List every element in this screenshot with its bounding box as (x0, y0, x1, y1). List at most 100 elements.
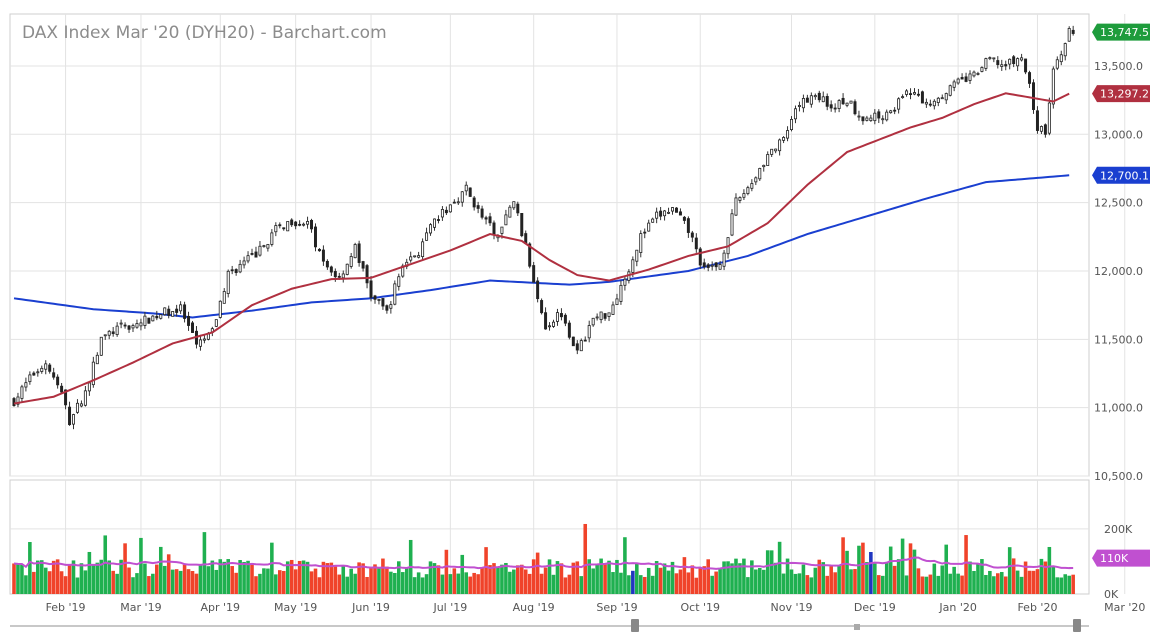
range-scroller[interactable] (10, 619, 1089, 632)
volume-bar (976, 563, 980, 594)
volume-bar (285, 561, 290, 594)
volume-bar (448, 574, 453, 594)
candle-body (369, 280, 373, 298)
volume-bar (1067, 575, 1071, 594)
volume-bar (170, 569, 175, 594)
volume-bar (504, 562, 508, 594)
volume-bar (595, 563, 599, 594)
volume-bar (551, 574, 556, 594)
candle-body (417, 255, 421, 258)
volume-bar (1007, 547, 1012, 594)
volume-bar (817, 559, 822, 594)
candle-body (595, 316, 599, 319)
candle-body (623, 278, 627, 286)
candle-body (452, 201, 456, 204)
candle-body (540, 300, 544, 314)
volume-bar (127, 567, 131, 594)
volume-bar (884, 562, 889, 594)
candle-body (389, 304, 393, 309)
volume-bar (353, 573, 357, 594)
time-tick-label: Apr '19 (200, 601, 240, 614)
volume-bar (389, 571, 393, 594)
candle-body (397, 276, 401, 287)
volume-bar (79, 563, 84, 594)
volume-bar (638, 575, 643, 594)
volume-bar (309, 571, 314, 594)
volume-bar (960, 575, 964, 594)
volume-bar (591, 568, 595, 594)
volume-bar (698, 568, 703, 594)
volume-bar (984, 574, 988, 594)
candle-body (115, 325, 119, 335)
candle-body (214, 319, 218, 327)
volume-bar (63, 576, 68, 594)
candle-body (254, 251, 258, 258)
volume-bar (666, 570, 671, 594)
scroller-right-handle[interactable] (1073, 619, 1081, 632)
volume-bar (36, 560, 40, 594)
time-tick-label: Aug '19 (513, 601, 555, 614)
candle-body (635, 249, 639, 262)
volume-bar (480, 566, 484, 594)
scroller-grip[interactable] (854, 624, 860, 630)
volume-bar (492, 563, 496, 594)
volume-bar (305, 561, 310, 594)
volume-bar (746, 577, 750, 594)
volume-bar (345, 576, 350, 594)
ma200-label: 12,700.1 (1100, 169, 1149, 182)
volume-bar (1015, 570, 1020, 594)
candle-body (782, 137, 786, 141)
volume-bar (51, 560, 56, 594)
last-price-tag: 13,747.5 (1092, 23, 1150, 41)
candle-body (385, 305, 389, 311)
candle-body (306, 221, 310, 225)
scroller-left-handle[interactable] (631, 619, 639, 632)
volume-bar (892, 565, 897, 594)
candle-body (393, 283, 397, 305)
volume-bar (1051, 565, 1056, 594)
volume-bar (436, 565, 441, 594)
grid-layer (10, 14, 1126, 594)
volume-bar (809, 577, 814, 594)
volume-bar (43, 567, 48, 594)
volume-bar (393, 572, 397, 594)
volume-bar (996, 573, 1000, 594)
volume-bar (270, 542, 274, 594)
volume-bar (337, 574, 342, 594)
volume-bar (944, 544, 949, 594)
volume-bar (158, 546, 163, 594)
volume-bar (980, 559, 984, 594)
volume-bar (734, 558, 738, 594)
volume-bar (567, 574, 572, 594)
candle-body (171, 311, 175, 317)
candle-body (456, 201, 460, 204)
volume-bar (555, 561, 560, 594)
candle-body (599, 311, 603, 321)
volume-bar (916, 568, 921, 594)
volume-bar (293, 569, 298, 594)
candle-body (591, 317, 595, 326)
candle-body (813, 95, 817, 98)
candle-body (786, 130, 790, 139)
candle-body (861, 116, 865, 122)
volume-bar (543, 567, 548, 594)
volume-bar (873, 563, 877, 594)
volume-bar (496, 566, 500, 594)
candle-body (60, 385, 64, 393)
volume-bar (682, 557, 687, 594)
volume-bar (793, 573, 798, 594)
volume-bar (71, 560, 76, 594)
ma50-label: 13,297.2 (1100, 88, 1149, 101)
candle-body (472, 197, 476, 208)
candle-body (1055, 59, 1059, 69)
volume-bar (500, 564, 504, 594)
candle-body (147, 317, 151, 324)
candle-body (936, 97, 940, 103)
candle-body (655, 211, 659, 219)
candle-body (40, 367, 44, 372)
volume-bar (908, 543, 913, 594)
candle-body (916, 93, 920, 96)
candle-body (270, 232, 274, 245)
volume-bar (412, 577, 417, 594)
volume-bar (75, 577, 80, 594)
